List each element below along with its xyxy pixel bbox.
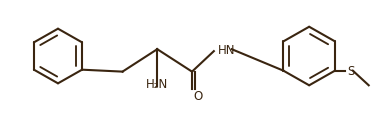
Text: S: S bbox=[347, 65, 354, 78]
Text: O: O bbox=[193, 89, 202, 102]
Text: H₂N: H₂N bbox=[146, 78, 168, 90]
Text: HN: HN bbox=[218, 43, 235, 56]
